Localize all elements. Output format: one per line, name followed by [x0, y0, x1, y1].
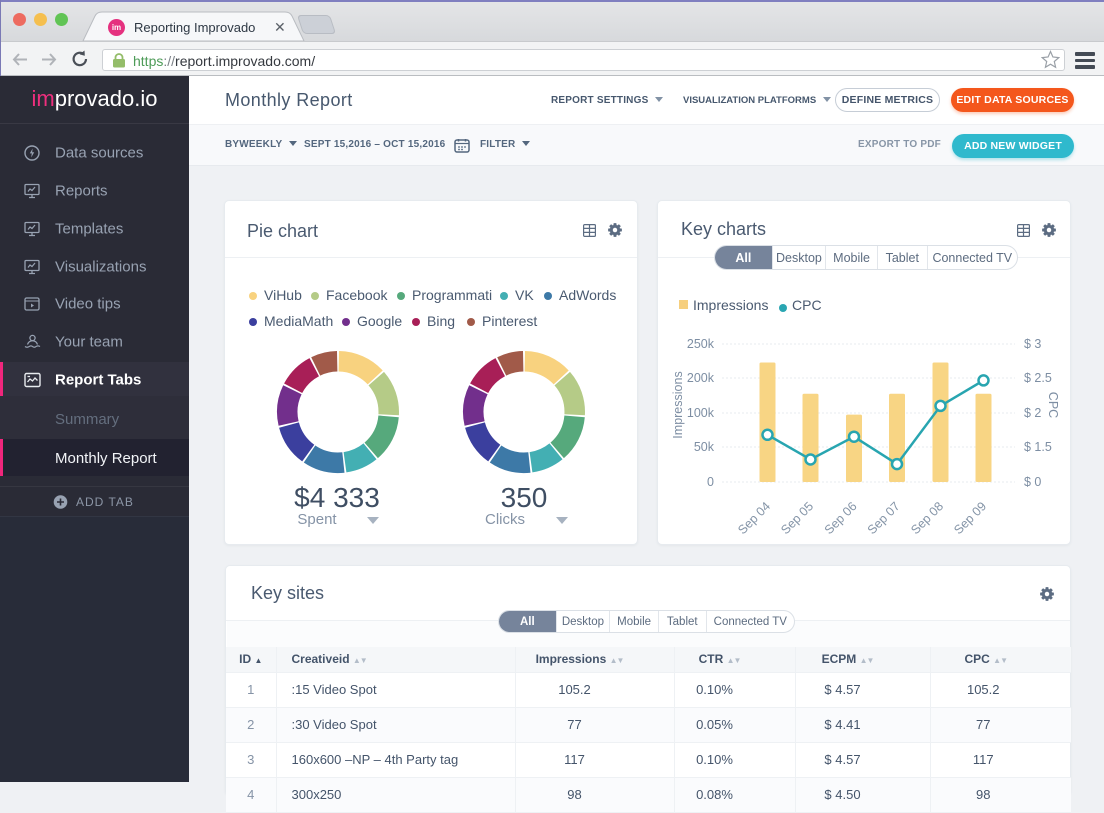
svg-text:$ 1.5: $ 1.5	[1024, 440, 1052, 454]
svg-text:$ 2.5: $ 2.5	[1024, 371, 1052, 385]
svg-text:$ 0: $ 0	[1024, 475, 1041, 489]
svg-text:Sep 06: Sep 06	[822, 499, 860, 537]
svg-text:100k: 100k	[687, 406, 715, 420]
svg-text:Sep 08: Sep 08	[908, 499, 946, 537]
svg-text:Sep 09: Sep 09	[951, 499, 989, 537]
svg-text:0: 0	[707, 475, 714, 489]
svg-text:$ 2: $ 2	[1024, 406, 1041, 420]
svg-text:CPC: CPC	[1046, 392, 1060, 418]
svg-text:Sep 05: Sep 05	[778, 499, 816, 537]
svg-text:200k: 200k	[687, 371, 715, 385]
svg-text:$ 3: $ 3	[1024, 337, 1041, 351]
svg-text:50k: 50k	[694, 440, 715, 454]
svg-text:Sep 07: Sep 07	[865, 499, 903, 537]
svg-text:250k: 250k	[687, 337, 715, 351]
svg-text:Impressions: Impressions	[671, 371, 685, 438]
svg-text:Sep 04: Sep 04	[735, 499, 773, 537]
